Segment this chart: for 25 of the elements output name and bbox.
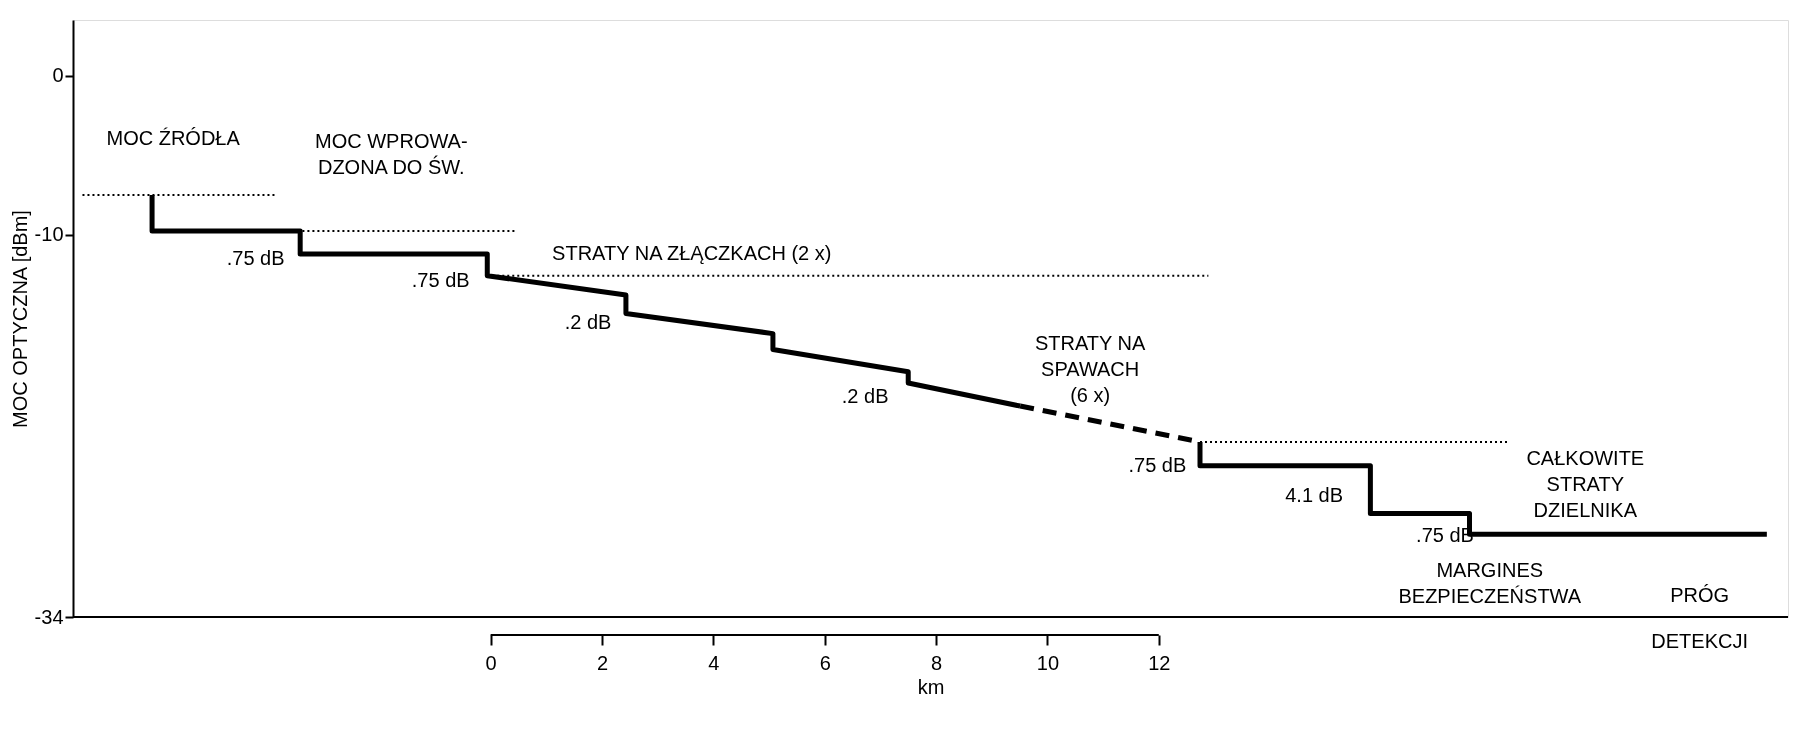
- y-tick-label: -34: [34, 605, 64, 628]
- x-tick-label: 10: [1036, 651, 1060, 674]
- annotation: .2 dB: [564, 310, 612, 333]
- annotation: .75 dB: [411, 268, 470, 291]
- annotation: STRATY NA ZŁĄCZKACH (2 x): [552, 242, 832, 265]
- y-axis-title: MOC OPTYCZNA [dBm]: [8, 210, 31, 428]
- annotation: CAŁKOWITE STRATY DZIELNIKA: [1526, 446, 1645, 521]
- y-tick-label: -10: [34, 223, 64, 246]
- text: PRÓG DETEKCJI: [1651, 584, 1749, 653]
- annotation: .75 dB: [226, 246, 285, 269]
- x-tick-label: 2: [596, 651, 609, 674]
- annotation: .75 dB: [1128, 453, 1187, 476]
- x-axis-title: km: [917, 675, 945, 698]
- x-tick-label: 4: [708, 651, 720, 674]
- annotation: .2 dB: [841, 385, 889, 408]
- annotation: STRATY NA SPAWACH (6 x): [1034, 332, 1147, 407]
- annotation: MOC WPROWA- DZONA DO ŚW.: [315, 130, 468, 179]
- annotation: 4.1 dB: [1285, 483, 1344, 506]
- x-tick-label: 8: [931, 651, 943, 674]
- x-tick-label: 6: [819, 651, 831, 674]
- x-tick-label: 0: [485, 651, 497, 674]
- annotation: MARGINES BEZPIECZEŃSTWA: [1398, 559, 1582, 608]
- x-tick-label: 12: [1148, 651, 1171, 674]
- y-tick-label: 0: [52, 64, 64, 87]
- annotation: MOC ŹRÓDŁA: [106, 127, 241, 150]
